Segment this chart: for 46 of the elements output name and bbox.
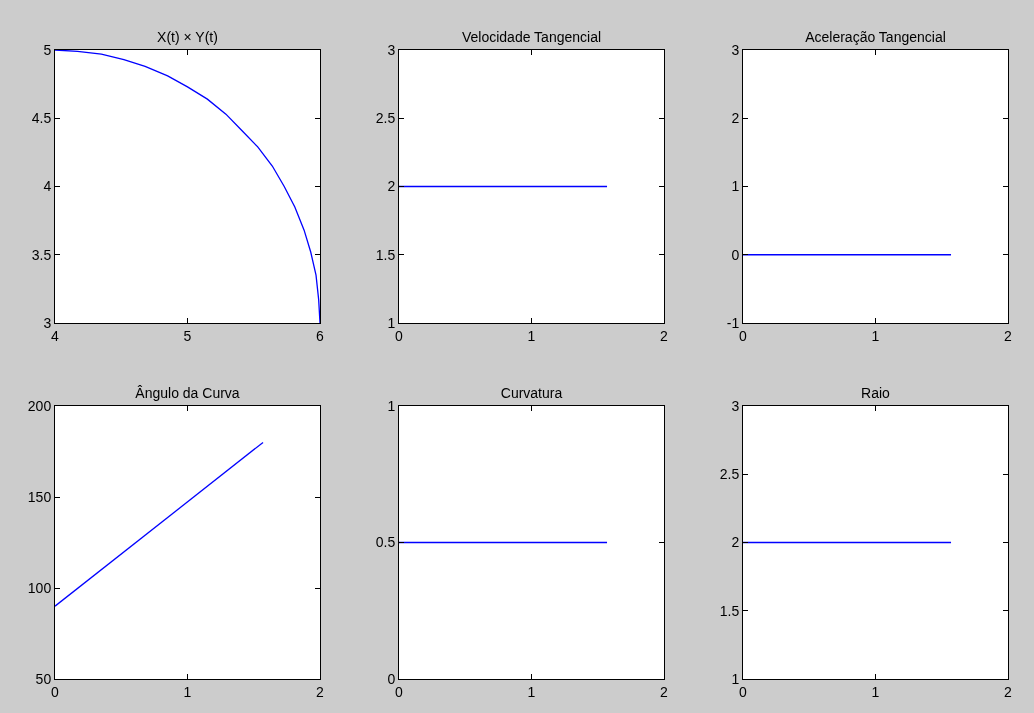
chart-title: Curvatura	[500, 385, 563, 401]
y-tick-label: 4.5	[31, 110, 52, 127]
x-tick-label: 2	[1004, 327, 1013, 344]
x-tick-label: 5	[183, 327, 192, 344]
x-tick-label: 1	[871, 327, 880, 344]
y-tick-label: 50	[35, 670, 52, 687]
y-tick-label: 2	[731, 110, 740, 127]
y-tick-label: 4	[43, 178, 52, 195]
y-tick-label: 1.5	[719, 602, 740, 619]
chart-title: Raio	[861, 385, 891, 401]
y-tick-label: 1	[731, 670, 740, 687]
y-tick-label: 200	[27, 397, 52, 414]
y-tick-label: 1	[387, 314, 396, 331]
x-tick-label: 2	[660, 327, 669, 344]
y-tick-label: 5	[43, 41, 52, 58]
y-tick-label: 100	[27, 579, 52, 596]
y-tick-label: 0	[731, 246, 740, 263]
y-tick-label: 2.5	[375, 110, 396, 127]
y-tick-label: 0.5	[375, 534, 396, 551]
y-tick-label: 150	[27, 488, 52, 505]
y-tick-label: 3	[387, 41, 396, 58]
x-tick-label: 6	[316, 327, 325, 344]
y-tick-label: 2.5	[719, 466, 740, 483]
y-tick-label: 3	[731, 397, 740, 414]
y-tick-label: 3	[731, 41, 740, 58]
x-tick-label: 1	[527, 327, 536, 344]
x-tick-label: 2	[660, 683, 669, 700]
x-tick-label: 1	[527, 683, 536, 700]
chart-title: Ângulo da Curva	[135, 385, 240, 401]
y-tick-label: 3.5	[31, 246, 52, 263]
line-series	[55, 50, 320, 323]
y-tick-label: 0	[387, 670, 396, 687]
x-tick-label: 1	[183, 683, 192, 700]
chart-title: Aceleração Tangencial	[805, 29, 946, 45]
y-tick-label: 3	[43, 314, 52, 331]
chart-title: Velocidade Tangencial	[461, 29, 602, 45]
x-tick-label: 1	[871, 683, 880, 700]
y-tick-label: -1	[726, 314, 740, 331]
y-tick-label: 1.5	[375, 246, 396, 263]
y-tick-label: 2	[731, 534, 740, 551]
y-tick-label: 1	[731, 178, 740, 195]
y-tick-label: 2	[387, 178, 396, 195]
chart-title: X(t) × Y(t)	[157, 29, 218, 45]
x-tick-label: 2	[316, 683, 325, 700]
y-tick-label: 1	[387, 397, 396, 414]
x-tick-label: 2	[1004, 683, 1013, 700]
